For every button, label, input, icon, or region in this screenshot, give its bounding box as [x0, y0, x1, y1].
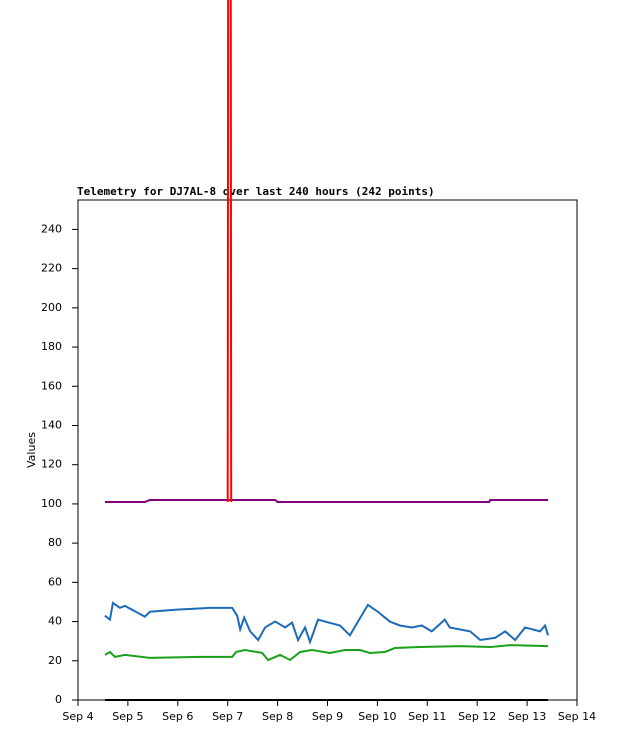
y-tick-label: 120	[41, 458, 62, 471]
y-tick-label: 220	[41, 262, 62, 275]
x-tick-label: Sep 9	[312, 710, 343, 723]
y-tick-label: 0	[55, 693, 62, 706]
x-tick-label: Sep 14	[558, 710, 596, 723]
plot-frame	[77, 199, 578, 701]
x-tick-label: Sep 6	[162, 710, 193, 723]
series-line	[104, 601, 550, 645]
y-tick-label: 20	[48, 654, 62, 667]
y-tick-label: 240	[41, 222, 62, 235]
x-tick-label: Sep 4	[62, 710, 93, 723]
y-tick-label: 200	[41, 301, 62, 314]
series-line	[104, 499, 549, 503]
y-tick-label: 100	[41, 497, 62, 510]
x-tick-label: Sep 11	[408, 710, 446, 723]
series-line	[226, 0, 233, 502]
x-tick-label: Sep 7	[212, 710, 243, 723]
y-tick-label: 140	[41, 418, 62, 431]
x-tick-label: Sep 5	[112, 710, 143, 723]
y-tick-label: 80	[48, 536, 62, 549]
x-tick-label: Sep 8	[262, 710, 293, 723]
x-tick-label: Sep 13	[508, 710, 546, 723]
y-tick-label: 60	[48, 575, 62, 588]
y-tick-label: 40	[48, 615, 62, 628]
series-line	[104, 644, 549, 662]
chart-title: Telemetry for DJ7AL-8 over last 240 hour…	[77, 185, 435, 198]
y-axis-label: Values	[25, 432, 38, 468]
x-tick-label: Sep 10	[358, 710, 396, 723]
y-tick-label: 180	[41, 340, 62, 353]
x-tick-label: Sep 12	[458, 710, 496, 723]
y-tick-label: 160	[41, 379, 62, 392]
